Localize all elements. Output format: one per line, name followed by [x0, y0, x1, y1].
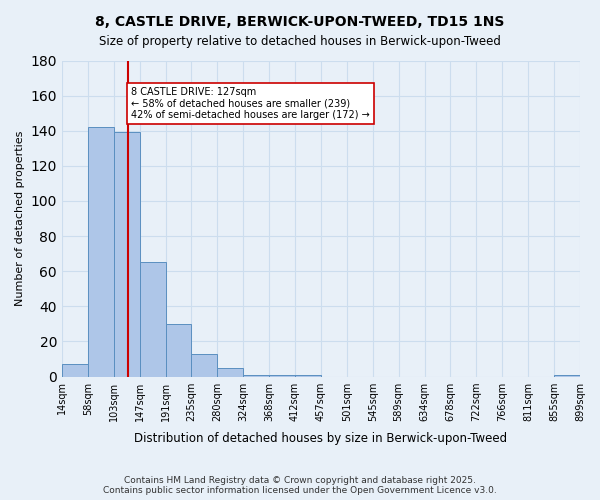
- Bar: [554, 375, 580, 376]
- Bar: [295, 375, 321, 376]
- Y-axis label: Number of detached properties: Number of detached properties: [15, 131, 25, 306]
- X-axis label: Distribution of detached houses by size in Berwick-upon-Tweed: Distribution of detached houses by size …: [134, 432, 508, 445]
- Bar: [217, 368, 243, 376]
- Bar: [88, 127, 114, 376]
- Bar: [243, 375, 269, 376]
- Text: 8 CASTLE DRIVE: 127sqm
← 58% of detached houses are smaller (239)
42% of semi-de: 8 CASTLE DRIVE: 127sqm ← 58% of detached…: [131, 87, 370, 120]
- Bar: [114, 132, 140, 376]
- Text: Size of property relative to detached houses in Berwick-upon-Tweed: Size of property relative to detached ho…: [99, 35, 501, 48]
- Bar: [191, 354, 217, 376]
- Text: Contains HM Land Registry data © Crown copyright and database right 2025.
Contai: Contains HM Land Registry data © Crown c…: [103, 476, 497, 495]
- Text: 8, CASTLE DRIVE, BERWICK-UPON-TWEED, TD15 1NS: 8, CASTLE DRIVE, BERWICK-UPON-TWEED, TD1…: [95, 15, 505, 29]
- Bar: [166, 324, 191, 376]
- Bar: [140, 262, 166, 376]
- Bar: [269, 375, 295, 376]
- Bar: [62, 364, 88, 376]
